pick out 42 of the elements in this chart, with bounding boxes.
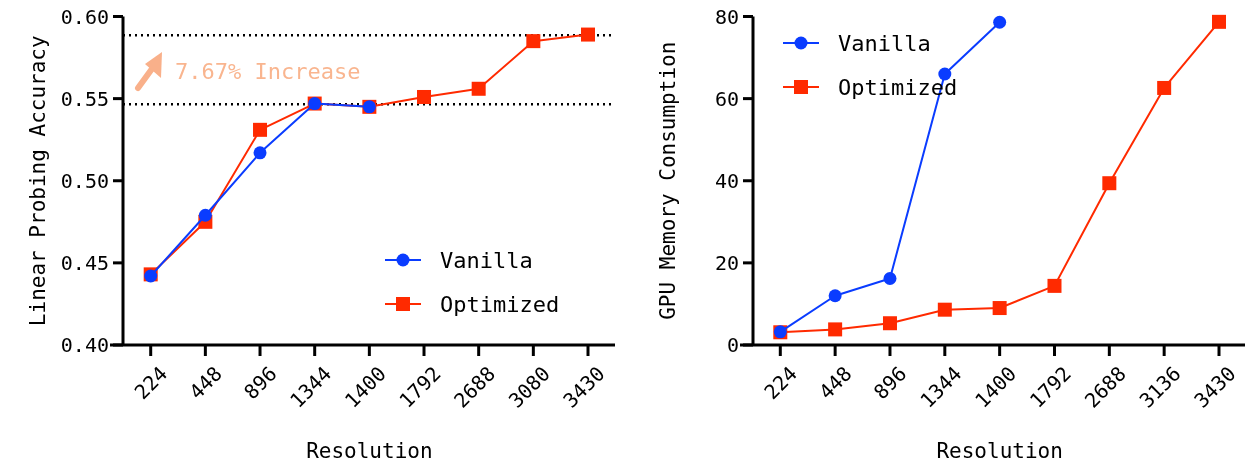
point (526, 34, 541, 49)
x-axis-title: Resolution (936, 439, 1063, 463)
y-tick-label: 0.50 (60, 168, 109, 193)
point (581, 27, 595, 42)
point (1157, 80, 1172, 95)
x-tick-label: 448 (814, 361, 857, 404)
y-tick-label: 0.40 (60, 333, 109, 357)
point (828, 289, 842, 303)
x-tick-label: 224 (759, 361, 802, 404)
point (937, 302, 952, 317)
point (253, 122, 268, 137)
x-tick-label: 448 (184, 361, 227, 404)
y-tick-label: 0 (726, 333, 739, 357)
point (883, 271, 897, 285)
y-tick-label: 0.60 (60, 4, 109, 29)
x-tick-label: 896 (868, 361, 912, 404)
legend-label: Optimized (440, 291, 560, 317)
point (828, 322, 843, 337)
annotation: 7.67% Increase (175, 58, 361, 84)
x-axis-title: Resolution (306, 439, 433, 463)
point (417, 89, 432, 104)
legend-label: Vanilla (838, 30, 931, 56)
y-axis-title: Linear Probing Accuracy (26, 35, 51, 327)
y-tick-label: 20 (714, 250, 739, 275)
y-tick-label: 60 (714, 86, 739, 111)
point (1212, 14, 1226, 29)
y-tick-label: 0.45 (60, 250, 109, 275)
x-tick-label: 896 (238, 361, 282, 404)
point (1047, 278, 1062, 293)
point (1102, 176, 1117, 191)
y-tick-label: 0.55 (60, 86, 109, 111)
point (198, 208, 212, 222)
point (993, 15, 1007, 29)
y-tick-label: 80 (714, 4, 739, 29)
point (471, 81, 486, 96)
x-tick-label: 224 (129, 361, 173, 404)
y-axis-title: GPU Memory Consumption (656, 41, 681, 320)
point (882, 316, 897, 331)
legend-label: Vanilla (440, 247, 533, 273)
point (992, 301, 1007, 316)
y-tick-label: 40 (714, 168, 739, 193)
point (253, 146, 267, 160)
